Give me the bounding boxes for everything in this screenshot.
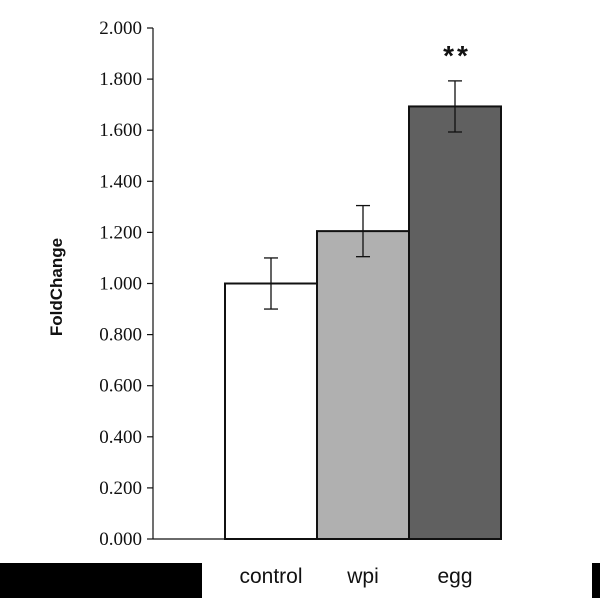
y-tick-label: 0.200	[99, 478, 142, 499]
error-bar-wpi	[356, 204, 370, 258]
error-bar-egg	[448, 80, 462, 133]
y-tick-label: 0.600	[99, 376, 142, 397]
bar-control	[224, 282, 318, 540]
bottom-right-mask-bar	[592, 563, 600, 598]
x-tick-label-egg: egg	[437, 565, 472, 588]
y-tick-label: 0.000	[99, 529, 142, 550]
x-tick-label-control: control	[239, 565, 302, 588]
y-tick-label: 0.400	[99, 427, 142, 448]
significance-annotations: **	[443, 40, 471, 71]
y-axis-ticks: 0.000 0.200 0.400 0.600 0.800 1.000 1.200 1.400…	[99, 18, 153, 550]
bar-wpi	[316, 230, 410, 540]
y-tick-label: 0.800	[99, 325, 142, 346]
y-tick-label: 2.000	[99, 18, 142, 39]
y-tick-label: 1.400	[99, 171, 142, 192]
x-axis-category-labels: control wpi egg	[239, 565, 472, 588]
x-tick-label-wpi: wpi	[346, 565, 379, 588]
error-bars	[264, 80, 462, 310]
y-tick-label: 1.000	[99, 274, 142, 295]
y-axis-title: FoldChange	[47, 238, 66, 336]
bottom-left-mask-bar	[0, 563, 202, 598]
y-tick-label: 1.200	[99, 222, 142, 243]
error-bar-control	[264, 257, 278, 310]
bar-egg	[408, 105, 502, 540]
y-tick-label: 1.800	[99, 69, 142, 90]
y-tick-label: 1.600	[99, 120, 142, 141]
bars	[224, 105, 502, 540]
significance-mark: **	[443, 40, 471, 71]
